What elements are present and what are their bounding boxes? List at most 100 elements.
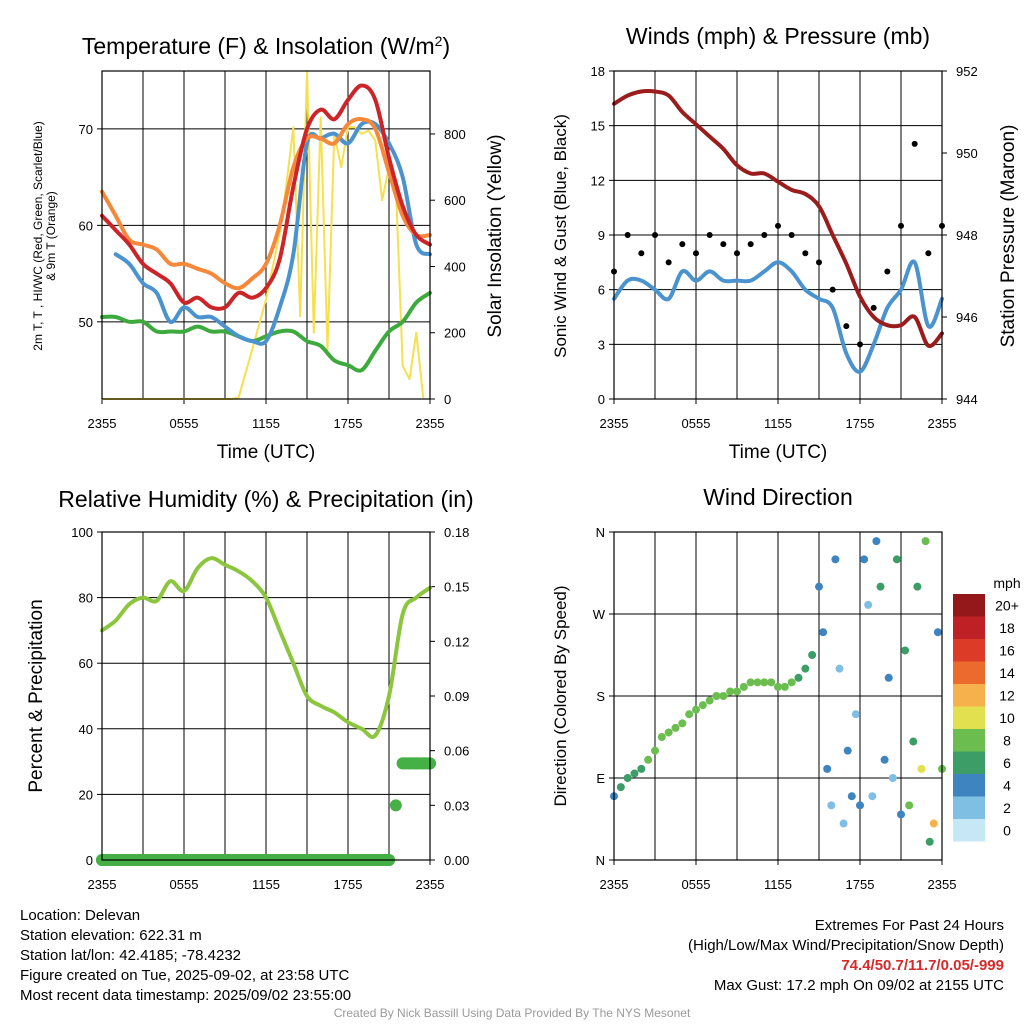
winds-gust-point bbox=[706, 232, 713, 238]
wind-direction-point bbox=[888, 774, 897, 782]
wind-direction-point bbox=[897, 810, 905, 819]
colorbar-label: 18 bbox=[999, 620, 1015, 636]
temperature-series-9m-t bbox=[100, 117, 432, 291]
wind-direction-point bbox=[692, 705, 700, 714]
humidity-title: Relative Humidity (%) & Precipitation (i… bbox=[58, 486, 473, 512]
winds-plot-border bbox=[613, 70, 943, 400]
temperature-ylabel-line2: & 9m T (Orange) bbox=[44, 191, 58, 281]
temperature-plot-border bbox=[101, 70, 431, 400]
colorbar-label: 8 bbox=[1003, 732, 1011, 748]
colorbar-label: 14 bbox=[999, 665, 1015, 681]
winds-gust-point bbox=[652, 232, 658, 238]
wind-direction-point bbox=[671, 723, 680, 732]
wind-direction-point bbox=[843, 746, 852, 755]
humidity-ytick-label: 20 bbox=[79, 787, 93, 802]
wind-direction-point bbox=[739, 682, 748, 691]
humidity-rh-line bbox=[100, 556, 432, 739]
wind-direction-point bbox=[801, 664, 810, 673]
wind-direction-point bbox=[839, 819, 848, 828]
colorbar-title: mph bbox=[993, 575, 1020, 591]
winds-y2tick-label: 948 bbox=[956, 228, 978, 243]
winds-gust-point bbox=[816, 259, 822, 266]
winds-xtick-label: 1155 bbox=[764, 416, 792, 431]
wind-direction-point bbox=[835, 664, 844, 673]
wind-direction-point bbox=[767, 678, 776, 687]
winds-ytick-label: 0 bbox=[598, 392, 605, 407]
colorbar-label: 12 bbox=[999, 687, 1015, 703]
temperature-xtick-label: 0555 bbox=[170, 416, 199, 431]
wind-direction-xtick-label: 2355 bbox=[928, 877, 957, 892]
colorbar-swatch bbox=[953, 594, 985, 617]
temperature-series-hi-wc bbox=[113, 119, 432, 346]
wind-direction-point bbox=[616, 783, 625, 792]
winds-gust-point bbox=[693, 250, 699, 257]
humidity-y2tick-label: 0.03 bbox=[444, 798, 469, 813]
winds-gust-point bbox=[925, 250, 932, 257]
wind-direction-ytick-label: N bbox=[596, 525, 605, 540]
winds-ytick-label: 12 bbox=[591, 173, 605, 188]
wind-direction-point bbox=[872, 537, 881, 546]
humidity-xtick-label: 2355 bbox=[416, 877, 445, 892]
wind-direction-point bbox=[685, 710, 694, 719]
colorbar-swatch bbox=[953, 639, 985, 662]
winds-xtick-label: 0555 bbox=[682, 416, 711, 431]
wind-direction-point bbox=[831, 555, 840, 564]
wind-direction-point bbox=[808, 651, 817, 659]
wind-direction-point bbox=[901, 646, 910, 655]
wind-direction-point bbox=[726, 687, 735, 696]
colorbar-label: 16 bbox=[999, 642, 1015, 658]
wind-direction-point bbox=[644, 755, 653, 764]
temperature-y2tick-label: 600 bbox=[444, 193, 466, 208]
winds-ytick-label: 6 bbox=[598, 283, 605, 298]
wind-direction-point bbox=[637, 764, 646, 773]
winds-title: Winds (mph) & Pressure (mb) bbox=[626, 23, 930, 49]
wind-direction-point bbox=[678, 719, 687, 728]
humidity-y2tick-label: 0.06 bbox=[444, 744, 469, 759]
winds-ylabel: Sonic Wind & Gust (Blue, Black) bbox=[551, 114, 570, 358]
wind-direction-point bbox=[868, 792, 877, 801]
location-text: Location: Delevan bbox=[20, 907, 141, 924]
extremes-description: (High/Low/Max Wind/Precipitation/Snow De… bbox=[688, 937, 1004, 954]
wind-direction-point bbox=[787, 678, 796, 687]
humidity-y2tick-label: 0.09 bbox=[444, 689, 469, 704]
pressure-ylabel: Station Pressure (Maroon) bbox=[998, 125, 1019, 348]
temperature-series-2m-t bbox=[100, 83, 432, 311]
winds-gust-point bbox=[665, 259, 672, 266]
wind-direction-point bbox=[630, 769, 639, 778]
created-text: Figure created on Tue, 2025-09-02, at 23… bbox=[20, 967, 350, 984]
winds-gust-point bbox=[911, 140, 918, 147]
wind-direction-point bbox=[847, 792, 856, 801]
wind-direction-point bbox=[884, 673, 893, 682]
wind-direction-point bbox=[651, 746, 659, 755]
wind-direction-xtick-label: 2355 bbox=[600, 877, 629, 892]
colorbar-label: 2 bbox=[1003, 800, 1011, 816]
temperature-series-2m-td bbox=[100, 290, 432, 373]
temperature-ytick-label: 50 bbox=[79, 315, 93, 330]
winds-ytick-label: 9 bbox=[598, 228, 605, 243]
wind-direction-point bbox=[933, 628, 942, 637]
winds-station-pressure-line bbox=[612, 88, 944, 348]
humidity-panel: Relative Humidity (%) & Precipitation (i… bbox=[26, 486, 474, 892]
temperature-xtick-label: 1155 bbox=[252, 416, 280, 431]
wind-direction-point bbox=[864, 600, 873, 609]
colorbar-label: 0 bbox=[1003, 822, 1011, 838]
colorbar-swatch bbox=[953, 706, 985, 729]
wind-direction-point bbox=[929, 819, 938, 828]
wind-direction-point bbox=[664, 728, 673, 737]
winds-gust-point bbox=[857, 341, 863, 348]
temperature-xtick-label: 2355 bbox=[416, 416, 445, 431]
elevation-text: Station elevation: 622.31 m bbox=[20, 927, 202, 944]
winds-gust-point bbox=[884, 268, 891, 275]
wind-direction-point bbox=[819, 628, 828, 637]
recent-data-text: Most recent data timestamp: 2025/09/02 2… bbox=[20, 987, 352, 1004]
colorbar-swatch bbox=[953, 616, 985, 639]
temperature-xlabel: Time (UTC) bbox=[217, 442, 316, 463]
colorbar-label: 20+ bbox=[995, 597, 1019, 613]
colorbar-swatch bbox=[953, 819, 985, 842]
wind-direction-point bbox=[733, 687, 741, 696]
station-info: Location: Delevan Station elevation: 622… bbox=[20, 906, 351, 1006]
winds-gust-point bbox=[679, 241, 686, 248]
winds-gust-point bbox=[802, 250, 809, 257]
winds-y2tick-label: 944 bbox=[956, 392, 978, 407]
